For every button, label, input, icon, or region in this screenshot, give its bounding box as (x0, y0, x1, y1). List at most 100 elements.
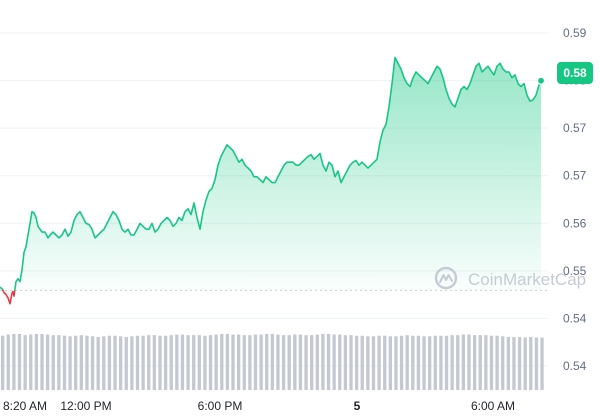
x-tick-label: 8:20 AM (3, 399, 47, 413)
volume-bar (354, 335, 359, 390)
price-line (0, 56, 542, 305)
volume-bar (540, 337, 544, 390)
volume-bar (51, 335, 55, 390)
volume-bar (484, 335, 488, 390)
price-line-below-segment (2, 289, 16, 305)
volume-bar (416, 335, 421, 390)
price-line-above-segment (14, 56, 542, 292)
y-tick-label: 0.59 (563, 26, 587, 40)
volume-bar (332, 334, 336, 390)
volume-bar (90, 336, 95, 390)
volume-bar (366, 336, 370, 390)
volume-bar (141, 335, 145, 390)
volume-bar (517, 336, 522, 390)
volume-bar (57, 335, 61, 390)
volume-bar (124, 336, 128, 390)
x-tick-label: 5 (354, 399, 361, 413)
volume-bar (439, 335, 443, 390)
volume-bar (242, 335, 246, 390)
volume-bar (383, 335, 387, 390)
volume-bar (118, 336, 123, 390)
volume-bar (388, 336, 392, 390)
volume-bar (338, 334, 342, 390)
volume-bar (23, 335, 27, 390)
y-tick-label: 0.55 (563, 264, 587, 278)
y-tick-label: 0.56 (563, 216, 587, 230)
volume-bar (253, 334, 258, 390)
volume-bar (360, 335, 364, 390)
volume-bar (523, 337, 527, 390)
volume-bar (34, 333, 39, 390)
volume-bar (472, 335, 477, 390)
volume-bar (130, 336, 134, 390)
volume-bar (534, 337, 539, 390)
volume-bar (501, 336, 505, 390)
volume-bar (197, 335, 201, 390)
volume-bar (45, 334, 50, 390)
volume-bar (29, 334, 33, 390)
volume-bar (259, 334, 263, 390)
volume-bar (265, 333, 269, 390)
volume-bar (96, 336, 100, 390)
volume-bar (422, 336, 426, 390)
volume-bar (399, 335, 404, 390)
volume-bar (186, 335, 190, 390)
volume-bar (310, 335, 314, 390)
volume-bar (456, 335, 460, 390)
x-tick-label: 6:00 AM (471, 399, 515, 413)
volume-bar (79, 335, 83, 390)
last-price-label: 0.58 (563, 66, 587, 80)
volume-bar (326, 333, 331, 390)
last-price-badge: 0.58 (557, 62, 593, 84)
volume-bar (225, 333, 230, 390)
volume-bar (158, 335, 162, 390)
volume-bar (321, 333, 325, 390)
volume-bar (495, 335, 499, 390)
volume-bar (304, 335, 308, 390)
y-tick-label: 0.57 (563, 169, 587, 183)
volume-bar (169, 335, 173, 390)
volume-bar (349, 335, 353, 390)
volume-bar (62, 335, 67, 390)
volume-bar (113, 335, 117, 390)
volume-bar (287, 335, 291, 390)
volume-bar (248, 335, 252, 390)
volume-bar (1, 335, 5, 390)
volume-bar (102, 336, 106, 390)
volume-bar (231, 334, 235, 390)
volume-bar (315, 334, 319, 390)
volume-bar (428, 336, 432, 390)
y-tick-label: 0.54 (563, 311, 587, 325)
volume-bar (107, 335, 112, 390)
volume-bar (214, 334, 218, 390)
volume-bar (6, 334, 10, 390)
volume-bar (17, 333, 22, 390)
volume-bar (236, 334, 241, 390)
volume-bar (377, 335, 381, 390)
y-tick-label: 0.54 (563, 359, 587, 373)
volume-bars (1, 333, 544, 390)
coinmarketcap-logo-wave (439, 274, 453, 283)
volume-bar (12, 333, 16, 390)
volume-bar (293, 334, 297, 390)
volume-bar (180, 334, 185, 390)
volume-bar (444, 335, 449, 390)
watermark-text: CoinMarketCap (468, 270, 586, 289)
volume-bar (270, 333, 275, 390)
volume-bar (371, 336, 376, 390)
price-area (0, 57, 541, 291)
volume-bar (175, 334, 179, 390)
volume-bar (512, 336, 516, 390)
price-area-fill (0, 57, 541, 291)
volume-bar (489, 335, 494, 390)
volume-bar (343, 335, 348, 390)
volume-bar (298, 334, 303, 390)
volume-bar (163, 335, 168, 390)
x-axis-ticks: 8:20 AM 12:00 PM 6:00 PM 5 6:00 AM (3, 399, 515, 413)
volume-bar (411, 335, 415, 390)
volume-bar (467, 334, 471, 390)
coinmarketcap-watermark: CoinMarketCap (434, 266, 586, 290)
volume-bar (276, 334, 280, 390)
coinmarketcap-logo-icon (434, 266, 458, 290)
